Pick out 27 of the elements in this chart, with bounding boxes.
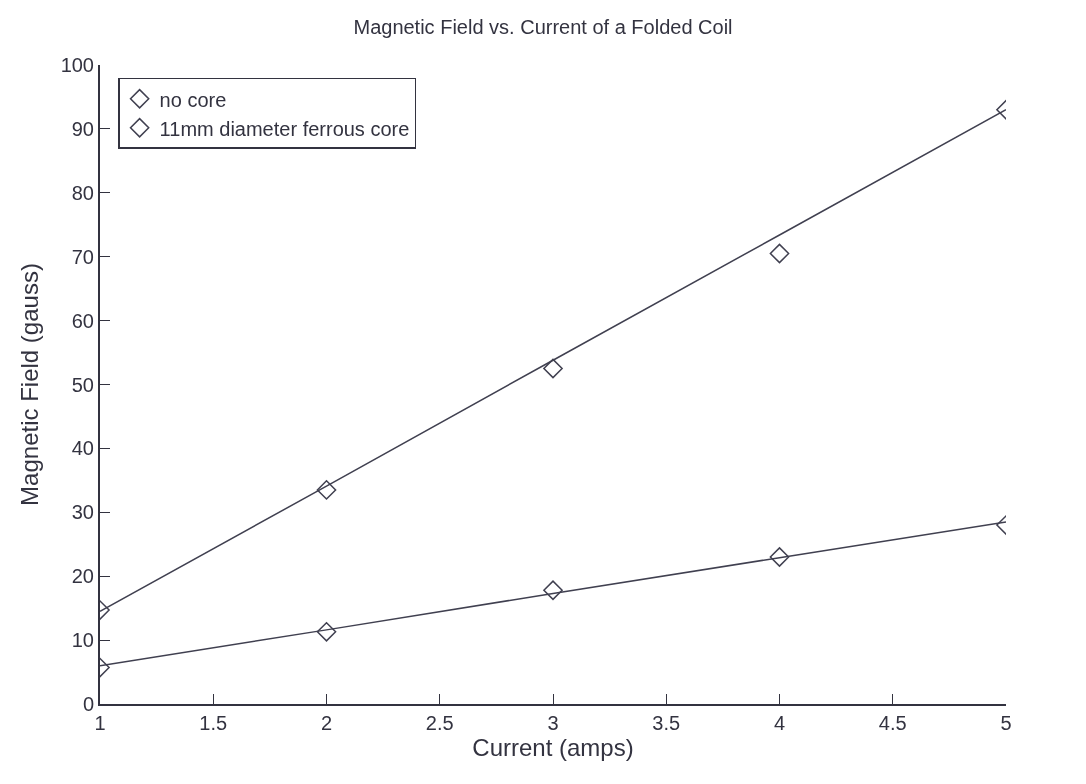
legend-label: 11mm diameter ferrous core	[159, 117, 410, 140]
y-tick-label: 70	[71, 245, 94, 268]
x-tick-label: 3	[547, 712, 559, 734]
y-tick-label: 0	[82, 693, 94, 715]
y-axis-title: Magnetic Field (gauss)	[16, 263, 44, 506]
y-tick-label: 90	[71, 117, 94, 140]
y-tick-label: 60	[71, 309, 94, 332]
legend-label: no core	[159, 88, 227, 111]
y-tick-label: 40	[71, 437, 94, 460]
chart-title: Magnetic Field vs. Current of a Folded Coil	[353, 15, 733, 38]
x-tick-label: 2	[320, 712, 333, 734]
y-tick-label: 80	[71, 181, 94, 204]
x-tick-label: 4.5	[878, 712, 907, 734]
x-tick-label: 5	[1000, 712, 1012, 734]
x-tick-label: 4	[773, 712, 786, 734]
x-tick-label: 2.5	[425, 712, 454, 734]
y-tick-label: 20	[71, 565, 94, 588]
point	[543, 580, 563, 601]
x-tick-label: 3.5	[652, 712, 681, 734]
x-tick-label: 1	[94, 712, 106, 734]
x-axis-title: Current (amps)	[472, 734, 634, 761]
y-tick-label: 30	[71, 501, 94, 524]
y-tick-label: 10	[71, 629, 94, 652]
point	[543, 358, 563, 379]
x-tick-label: 1.5	[199, 712, 228, 734]
y-tick-label: 50	[71, 373, 94, 396]
y-tick-label: 100	[60, 54, 94, 76]
